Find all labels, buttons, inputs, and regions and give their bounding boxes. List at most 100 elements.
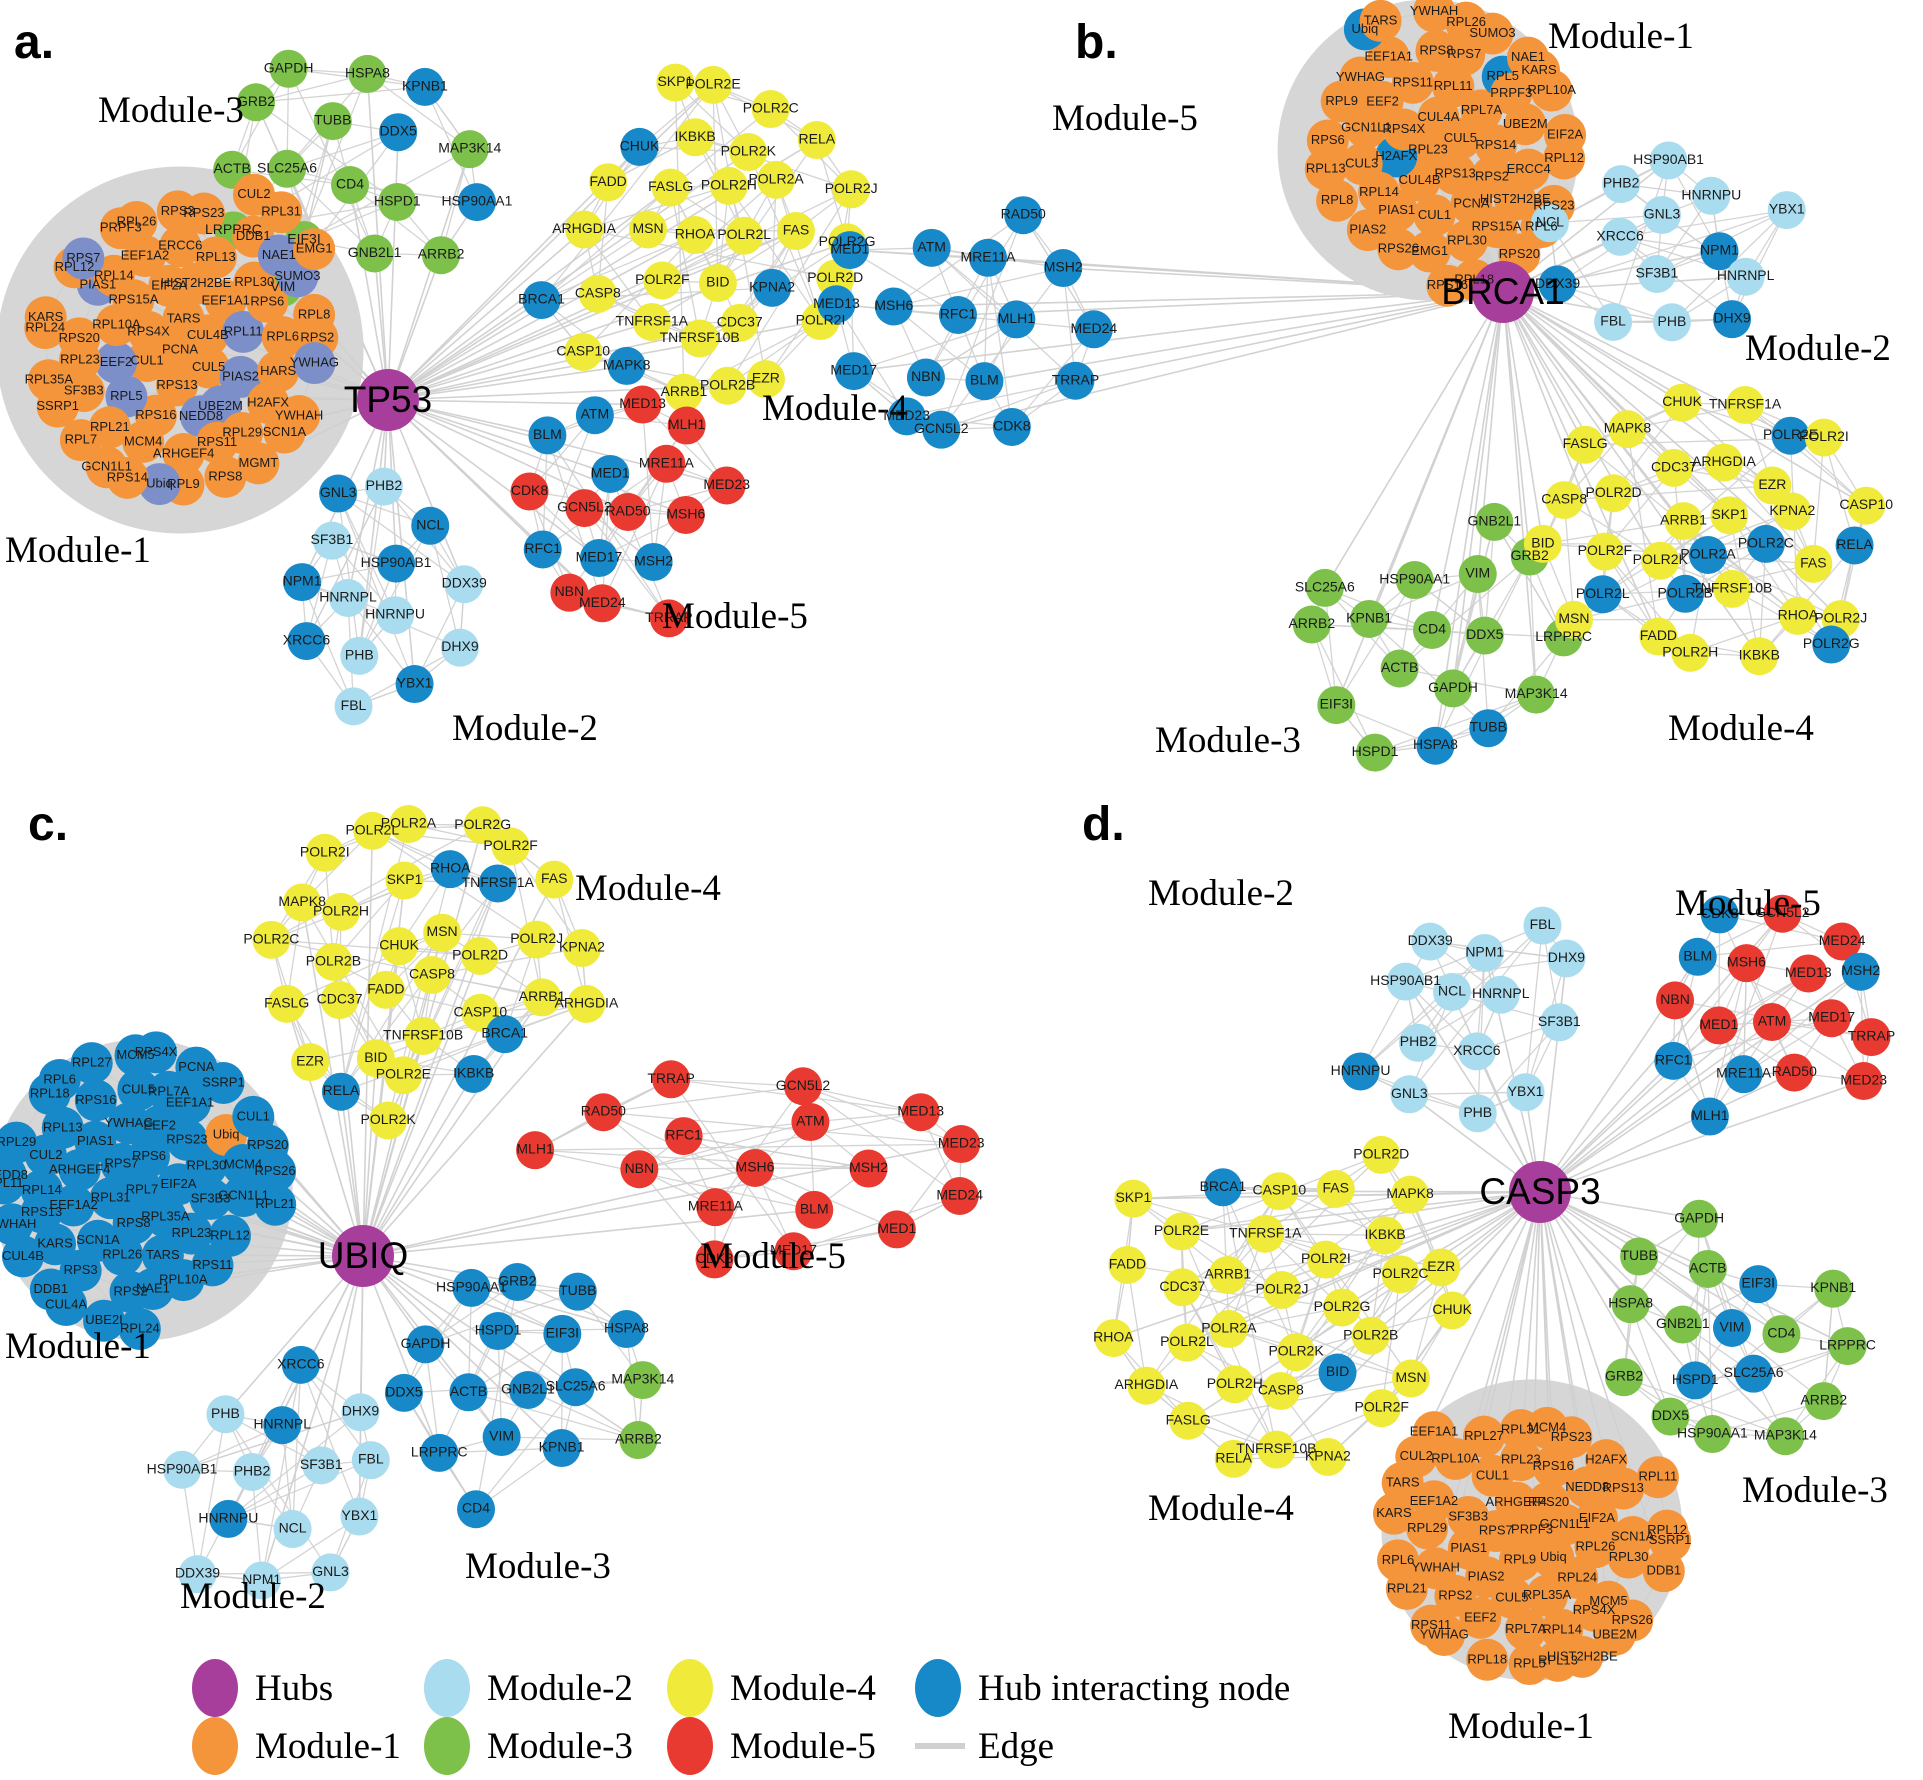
gene-label: TNFRSF1A (1229, 1224, 1302, 1240)
legend-swatch-module-4 (667, 1659, 713, 1717)
gene-label: ARHGDIA (555, 994, 619, 1010)
gene-label: BLM (970, 372, 999, 388)
gene-label: SCN1A (76, 1232, 120, 1247)
gene-label: BLM (1683, 947, 1712, 963)
gene-label: EEF1A1 (1365, 49, 1413, 64)
gene-label: GNL3 (1644, 206, 1681, 222)
gene-label: GNL3 (320, 484, 357, 500)
gene-label: MAPK8 (278, 893, 326, 909)
legend-label: Module-1 (255, 1726, 401, 1767)
hub-edge (1540, 1022, 1772, 1192)
gene-label: CUL5 (1444, 130, 1477, 145)
gene-label: MSH6 (1727, 954, 1766, 970)
gene-label: MSN (1395, 1369, 1426, 1385)
gene-label: MSN (632, 220, 663, 236)
gene-label: ARRB1 (1660, 512, 1707, 528)
gene-label: EZR (752, 370, 780, 386)
gene-label: H2AFX (1585, 1452, 1627, 1467)
gene-label: DHX9 (342, 1403, 380, 1419)
gene-label: RPL29 (1407, 1520, 1447, 1535)
gene-label: CUL1 (1476, 1467, 1509, 1482)
edge (1813, 438, 1824, 564)
hub-edge (1325, 292, 1503, 588)
gene-label: PIAS2 (1349, 222, 1386, 237)
gene-label: EZR (296, 1053, 324, 1069)
gene-label: POLR2K (1633, 551, 1689, 567)
gene-label: RELA (1836, 536, 1873, 552)
gene-label: DDB1 (33, 1281, 68, 1296)
gene-label: POLR2A (748, 170, 804, 186)
gene-label: EIF3I (1320, 696, 1353, 712)
gene-label: ARRB2 (1800, 1392, 1847, 1408)
gene-label: PHB2 (366, 477, 403, 493)
gene-label: HIST2H2BE (160, 275, 231, 290)
gene-label: NBN (555, 583, 585, 599)
gene-label: RPL27 (1464, 1428, 1504, 1443)
gene-label: ARHGDIA (552, 220, 616, 236)
gene-label: ARHGEF4 (49, 1161, 110, 1176)
gene-label: HSP90AB1 (147, 1460, 218, 1476)
gene-label: ARHGDIA (1692, 453, 1756, 469)
gene-label: TNFRSF10B (383, 1027, 463, 1043)
gene-label: FADD (1109, 1255, 1146, 1271)
gene-label: POLR2F (1578, 542, 1632, 558)
gene-label: MLH1 (516, 1141, 554, 1157)
gene-label: FAS (783, 222, 809, 238)
gene-label: CHUK (620, 137, 660, 153)
module-title: Module-2 (1745, 328, 1891, 369)
gene-label: HNRNPL (1472, 985, 1530, 1001)
gene-label: DDX39 (442, 575, 487, 591)
gene-label: GCN1L1 (81, 459, 132, 474)
gene-label: EIF2A (1547, 126, 1583, 141)
gene-label: POLR2J (1256, 1281, 1309, 1297)
gene-label: CASP10 (1252, 1182, 1306, 1198)
gene-label: RPL35A (1523, 1587, 1572, 1602)
gene-label: IKBKB (453, 1065, 494, 1081)
gene-label: HNRNPU (198, 1509, 258, 1525)
gene-label: NAE1 (262, 247, 296, 262)
legend-label: Edge (978, 1726, 1054, 1767)
gene-label: MCM5 (1589, 1593, 1627, 1608)
gene-label: RPL8 (298, 306, 331, 321)
module-title: Module-5 (1675, 883, 1821, 924)
gene-label: RELA (799, 131, 836, 147)
gene-label: PCNA (162, 342, 198, 357)
gene-label: MED13 (619, 395, 666, 411)
gene-label: ATM (917, 238, 946, 254)
gene-label: VIM (489, 1428, 514, 1444)
gene-label: HSPA8 (1608, 1295, 1653, 1311)
gene-label: POLR2L (1160, 1333, 1214, 1349)
gene-label: RHOA (1093, 1329, 1134, 1345)
gene-label: YWHAH (275, 407, 323, 422)
gene-label: RPS4X (135, 1044, 178, 1059)
gene-label: RPL11 (224, 323, 263, 338)
gene-label: POLR2K (361, 1111, 417, 1127)
gene-label: LRPPRC (1819, 1337, 1876, 1353)
gene-label: GCN5L2 (557, 499, 612, 515)
legend-swatch-module-1 (192, 1717, 238, 1775)
gene-label: MED23 (1840, 1072, 1887, 1088)
gene-label: POLR2A (1680, 546, 1736, 562)
module-title: Module-2 (452, 708, 598, 749)
legend-swatch-module-5 (667, 1717, 713, 1775)
gene-label: CASP8 (1541, 491, 1587, 507)
gene-label: EIF2A (1579, 1510, 1615, 1525)
gene-label: EIF2A (160, 1176, 196, 1191)
gene-label: HSPD1 (1352, 743, 1399, 759)
gene-label: SKP1 (1115, 1189, 1151, 1205)
gene-label: HSPD1 (475, 1322, 522, 1338)
gene-label: SLC25A6 (1295, 578, 1355, 594)
gene-label: BID (1326, 1363, 1349, 1379)
gene-label: GAPDH (1674, 1209, 1724, 1225)
gene-label: RPL7A (1461, 102, 1503, 117)
gene-label: RPS8 (208, 468, 242, 483)
gene-label: KPNA2 (559, 939, 605, 955)
gene-label: RPS20 (1499, 246, 1540, 261)
gene-label: RPS6 (1311, 132, 1345, 147)
gene-label: POLR2L (1576, 585, 1630, 601)
gene-label: DDX5 (1466, 626, 1504, 642)
hub-label: BRCA1 (1441, 271, 1564, 312)
gene-label: DDX5 (1652, 1407, 1690, 1423)
gene-label: POLR2F (635, 271, 689, 287)
gene-label: RPL7A (1505, 1621, 1547, 1636)
